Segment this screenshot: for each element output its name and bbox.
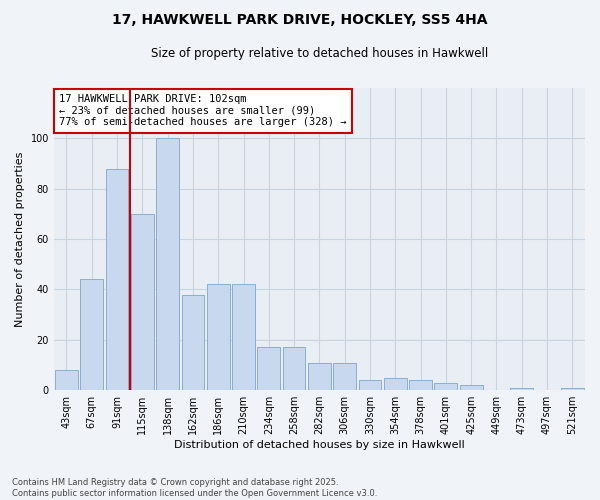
Bar: [460, 385, 482, 390]
Bar: [434, 382, 457, 390]
Bar: [384, 378, 407, 390]
Bar: [409, 380, 432, 390]
Title: Size of property relative to detached houses in Hawkwell: Size of property relative to detached ho…: [151, 48, 488, 60]
Bar: [561, 388, 584, 390]
Text: Contains HM Land Registry data © Crown copyright and database right 2025.
Contai: Contains HM Land Registry data © Crown c…: [12, 478, 377, 498]
Bar: [55, 370, 78, 390]
X-axis label: Distribution of detached houses by size in Hawkwell: Distribution of detached houses by size …: [174, 440, 465, 450]
Bar: [131, 214, 154, 390]
Bar: [232, 284, 255, 390]
Bar: [106, 168, 128, 390]
Bar: [283, 348, 305, 390]
Y-axis label: Number of detached properties: Number of detached properties: [15, 152, 25, 327]
Bar: [80, 280, 103, 390]
Bar: [308, 362, 331, 390]
Bar: [511, 388, 533, 390]
Bar: [257, 348, 280, 390]
Bar: [334, 362, 356, 390]
Bar: [156, 138, 179, 390]
Text: 17 HAWKWELL PARK DRIVE: 102sqm
← 23% of detached houses are smaller (99)
77% of : 17 HAWKWELL PARK DRIVE: 102sqm ← 23% of …: [59, 94, 347, 128]
Bar: [207, 284, 230, 390]
Bar: [182, 294, 205, 390]
Text: 17, HAWKWELL PARK DRIVE, HOCKLEY, SS5 4HA: 17, HAWKWELL PARK DRIVE, HOCKLEY, SS5 4H…: [112, 12, 488, 26]
Bar: [359, 380, 382, 390]
